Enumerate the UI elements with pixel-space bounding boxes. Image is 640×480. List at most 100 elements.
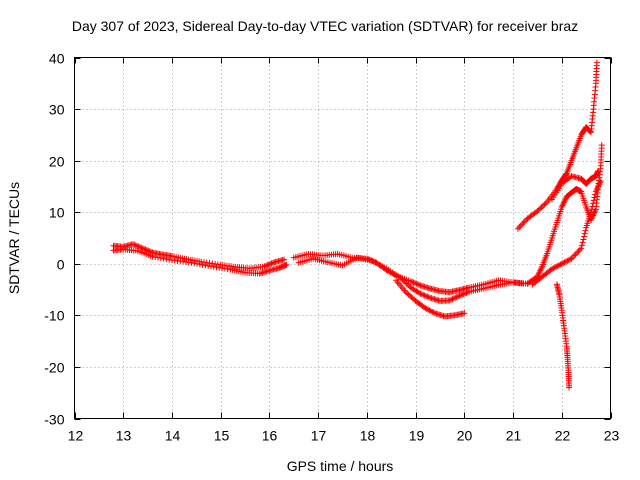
- data-point: [582, 227, 589, 234]
- x-tick-label: 17: [311, 428, 327, 444]
- data-point: [516, 224, 523, 231]
- y-tick-label: 30: [49, 102, 65, 118]
- data-point: [555, 262, 562, 269]
- data-point: [575, 248, 582, 255]
- data-point: [196, 261, 203, 268]
- data-point: [403, 280, 410, 287]
- x-tick-label: 20: [457, 428, 473, 444]
- x-tick-label: 13: [116, 428, 132, 444]
- data-point: [521, 218, 528, 225]
- data-point: [267, 261, 274, 268]
- x-tick-label: 14: [165, 428, 181, 444]
- data-point: [562, 258, 569, 265]
- data-point: [429, 308, 436, 315]
- data-point: [262, 262, 269, 269]
- data-point: [578, 242, 585, 249]
- data-point: [571, 252, 578, 259]
- data-point: [143, 247, 150, 254]
- data-point: [268, 260, 275, 267]
- data-point: [590, 200, 597, 207]
- data-point: [407, 278, 414, 285]
- data-point: [520, 219, 527, 226]
- data-point: [554, 262, 561, 269]
- data-point: [421, 292, 428, 299]
- y-tick-label: -10: [44, 308, 64, 324]
- data-point: [581, 230, 588, 237]
- data-point: [202, 262, 209, 269]
- data-point: [560, 260, 567, 267]
- data-point: [427, 308, 434, 315]
- data-point: [405, 291, 412, 298]
- data-point: [538, 264, 545, 271]
- data-point: [562, 171, 569, 178]
- x-axis-label: GPS time / hours: [287, 458, 394, 474]
- data-point: [588, 206, 595, 213]
- data-point: [129, 241, 136, 248]
- data-point: [459, 291, 466, 298]
- data-point: [535, 206, 542, 213]
- data-point: [595, 167, 602, 174]
- data-point: [160, 255, 167, 262]
- data-point: [581, 233, 588, 240]
- data-point: [594, 185, 601, 192]
- x-tick-label: 19: [409, 428, 425, 444]
- data-point: [519, 221, 526, 228]
- data-point: [420, 291, 427, 298]
- data-point: [188, 259, 195, 266]
- data-point: [155, 254, 162, 261]
- data-point: [418, 291, 425, 298]
- data-point: [449, 296, 456, 303]
- data-point: [565, 257, 572, 264]
- data-point: [598, 142, 605, 149]
- data-point: [139, 245, 146, 252]
- data-point: [422, 305, 429, 312]
- data-point: [404, 281, 411, 288]
- data-point: [517, 222, 524, 229]
- data-point: [407, 292, 414, 299]
- data-point: [455, 293, 462, 300]
- x-tick-label: 12: [68, 428, 84, 444]
- data-point: [409, 295, 416, 302]
- data-point: [597, 179, 604, 186]
- data-point: [425, 306, 432, 313]
- data-point: [550, 265, 557, 272]
- data-point: [537, 205, 544, 212]
- data-point: [132, 242, 139, 249]
- data-point: [448, 296, 455, 303]
- data-point: [135, 243, 142, 250]
- data-point: [534, 208, 541, 215]
- data-point: [148, 248, 155, 255]
- data-point: [562, 196, 569, 203]
- data-point: [592, 191, 599, 198]
- data-point: [414, 281, 421, 288]
- data-point: [269, 259, 276, 266]
- data-point: [462, 290, 469, 297]
- data-point: [574, 249, 581, 256]
- data-point: [593, 187, 600, 194]
- data-point: [146, 248, 153, 255]
- data-point: [560, 199, 567, 206]
- data-point: [593, 59, 600, 66]
- data-point: [205, 262, 212, 269]
- data-point: [537, 266, 544, 273]
- data-point: [134, 242, 141, 249]
- data-point: [595, 182, 602, 189]
- data-point: [416, 281, 423, 288]
- data-point: [580, 236, 587, 243]
- data-point: [537, 267, 544, 274]
- data-point: [535, 270, 542, 277]
- x-tick-label: 22: [555, 428, 571, 444]
- data-point: [592, 188, 599, 195]
- data-point: [400, 277, 407, 284]
- data-point: [450, 295, 457, 302]
- data-point: [558, 204, 565, 211]
- data-point: [152, 254, 159, 261]
- data-point: [194, 260, 201, 267]
- data-point: [566, 384, 573, 391]
- data-point: [594, 184, 601, 191]
- data-point: [538, 204, 545, 211]
- axis-ticks: 12 13 14 15 16 17 18 19 20 21 22 23 -30 -20 -10 0 10 20 30…: [44, 51, 619, 444]
- data-point: [589, 203, 596, 210]
- data-point: [558, 260, 565, 267]
